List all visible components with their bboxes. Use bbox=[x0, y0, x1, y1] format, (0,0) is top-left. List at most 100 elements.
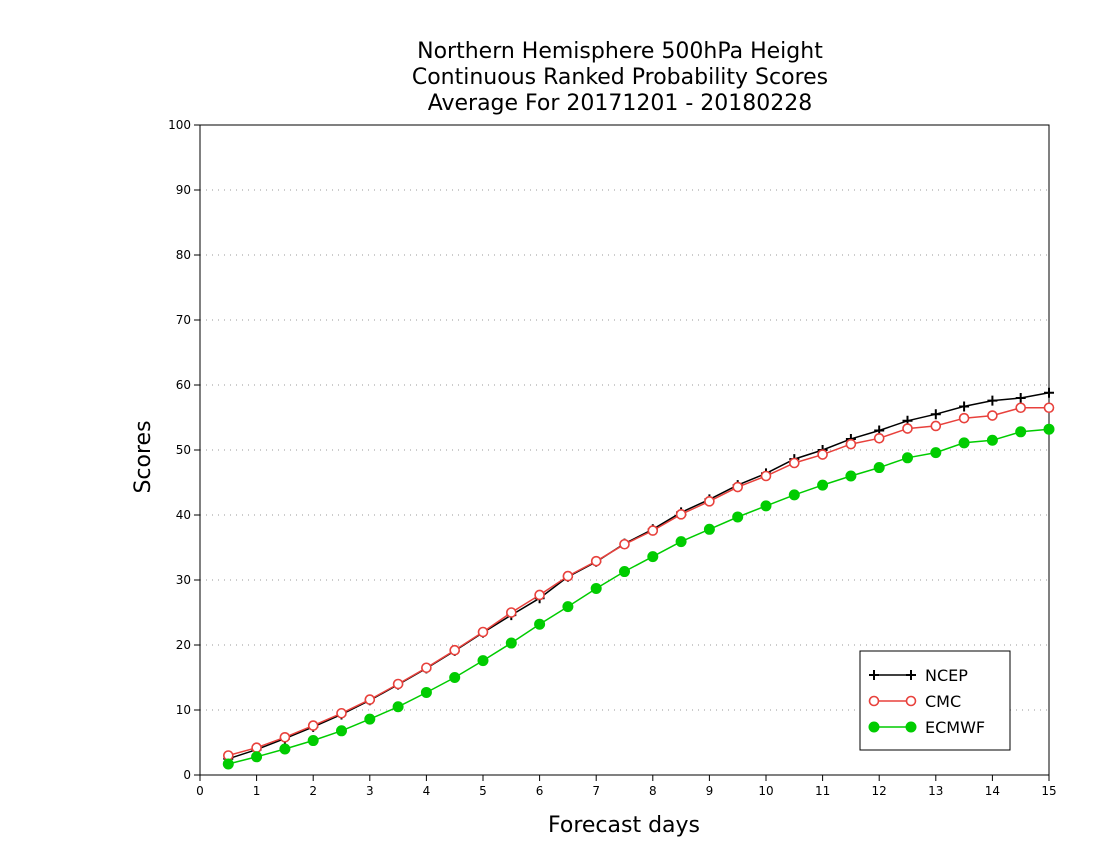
data-point-cmc bbox=[647, 525, 659, 536]
x-tick-label: 9 bbox=[706, 784, 714, 798]
data-point-ecmwf bbox=[675, 536, 687, 548]
series-cmc bbox=[223, 402, 1055, 761]
data-point-ecmwf bbox=[845, 470, 857, 482]
x-tick-label: 12 bbox=[872, 784, 887, 798]
data-point-cmc bbox=[392, 678, 404, 690]
x-tick-label: 13 bbox=[928, 784, 943, 798]
data-point-ecmwf bbox=[222, 758, 234, 770]
data-point-cmc bbox=[449, 644, 461, 656]
legend-label-ncep: NCEP bbox=[925, 666, 968, 685]
data-point-ecmwf bbox=[873, 462, 885, 474]
data-point-ecmwf bbox=[364, 713, 376, 725]
chart-title-line-1: Northern Hemisphere 500hPa Height bbox=[417, 39, 823, 64]
y-tick-label: 40 bbox=[176, 508, 191, 522]
x-tick-label: 11 bbox=[815, 784, 830, 798]
data-point-ncep bbox=[1044, 387, 1054, 398]
data-point-cmc bbox=[817, 449, 828, 460]
data-point-cmc bbox=[619, 538, 630, 550]
data-point-ecmwf bbox=[420, 686, 432, 698]
y-tick-label: 20 bbox=[176, 638, 191, 652]
data-point-ncep bbox=[987, 395, 998, 406]
y-tick-label: 100 bbox=[168, 118, 191, 132]
legend-marker-ecmwf bbox=[868, 721, 880, 733]
series-ecmwf bbox=[222, 423, 1055, 770]
legend-label-ecmwf: ECMWF bbox=[925, 718, 985, 737]
data-point-cmc bbox=[590, 555, 602, 567]
data-point-cmc bbox=[760, 470, 772, 482]
y-tick-label: 30 bbox=[176, 573, 191, 587]
data-point-cmc bbox=[987, 410, 998, 421]
data-point-ecmwf bbox=[590, 582, 602, 594]
series-layer bbox=[222, 387, 1055, 770]
data-point-ecmwf bbox=[392, 701, 404, 713]
x-axis-title: Forecast days bbox=[548, 813, 700, 838]
chart-title-line-3: Average For 20171201 - 20180228 bbox=[428, 91, 813, 116]
data-point-ecmwf bbox=[619, 566, 630, 578]
data-point-ecmwf bbox=[562, 601, 574, 613]
data-point-ncep bbox=[930, 409, 941, 420]
y-tick-label: 0 bbox=[183, 768, 191, 782]
data-point-ecmwf bbox=[477, 655, 489, 667]
data-point-ecmwf bbox=[647, 551, 659, 563]
data-point-cmc bbox=[307, 720, 319, 731]
data-point-ecmwf bbox=[817, 479, 829, 491]
data-point-ecmwf bbox=[505, 637, 517, 649]
data-point-cmc bbox=[336, 707, 347, 719]
data-point-cmc bbox=[675, 509, 687, 520]
y-axis-title: Scores bbox=[131, 420, 156, 493]
data-point-ecmwf bbox=[307, 735, 319, 747]
data-point-cmc bbox=[732, 481, 744, 493]
data-point-ncep bbox=[959, 401, 970, 412]
data-point-cmc bbox=[477, 626, 489, 638]
data-point-ncep bbox=[1015, 393, 1026, 403]
data-point-ecmwf bbox=[760, 500, 772, 512]
x-tick-label: 14 bbox=[985, 784, 1000, 798]
x-tick-label: 1 bbox=[253, 784, 261, 798]
x-tick-label: 4 bbox=[423, 784, 431, 798]
data-point-cmc bbox=[704, 496, 715, 507]
legend-marker-cmc bbox=[905, 695, 917, 707]
data-point-cmc bbox=[562, 570, 574, 582]
data-point-ecmwf bbox=[279, 743, 291, 755]
y-tick-label: 70 bbox=[176, 313, 191, 327]
legend-marker-cmc bbox=[868, 695, 880, 707]
data-point-ecmwf bbox=[534, 618, 546, 630]
x-tick-label: 7 bbox=[592, 784, 600, 798]
data-point-cmc bbox=[534, 589, 545, 601]
x-tick-label: 10 bbox=[758, 784, 773, 798]
data-point-cmc bbox=[421, 662, 432, 674]
data-point-cmc bbox=[845, 438, 857, 450]
y-tick-label: 90 bbox=[176, 183, 191, 197]
data-point-ecmwf bbox=[732, 511, 744, 523]
data-point-ecmwf bbox=[958, 437, 970, 449]
y-tick-label: 50 bbox=[176, 443, 191, 457]
data-point-cmc bbox=[1043, 402, 1055, 414]
legend-marker-ncep bbox=[869, 670, 879, 680]
data-point-ecmwf bbox=[986, 434, 998, 446]
legend-marker-ncep bbox=[906, 670, 916, 680]
data-point-cmc bbox=[788, 457, 800, 469]
data-point-ecmwf bbox=[930, 447, 942, 459]
legend-marker-ecmwf bbox=[905, 721, 917, 733]
data-point-cmc bbox=[873, 432, 885, 444]
data-point-ecmwf bbox=[1015, 426, 1027, 438]
x-tick-label: 15 bbox=[1041, 784, 1056, 798]
data-point-ecmwf bbox=[1043, 423, 1055, 435]
data-point-cmc bbox=[930, 420, 942, 432]
data-point-cmc bbox=[902, 423, 913, 434]
data-point-ecmwf bbox=[449, 672, 461, 683]
data-point-ecmwf bbox=[788, 489, 800, 501]
grid-layer bbox=[200, 189, 1049, 711]
x-tick-label: 6 bbox=[536, 784, 544, 798]
data-point-ecmwf bbox=[251, 751, 263, 763]
chart-title-line-2: Continuous Ranked Probability Scores bbox=[412, 65, 828, 90]
data-point-cmc bbox=[364, 694, 376, 705]
data-point-cmc bbox=[958, 412, 970, 424]
x-tick-label: 8 bbox=[649, 784, 657, 798]
data-point-cmc bbox=[1015, 402, 1027, 414]
data-point-cmc bbox=[251, 742, 262, 754]
x-tick-label: 3 bbox=[366, 784, 374, 798]
legend: NCEP CMC ECMWF bbox=[859, 650, 1011, 751]
